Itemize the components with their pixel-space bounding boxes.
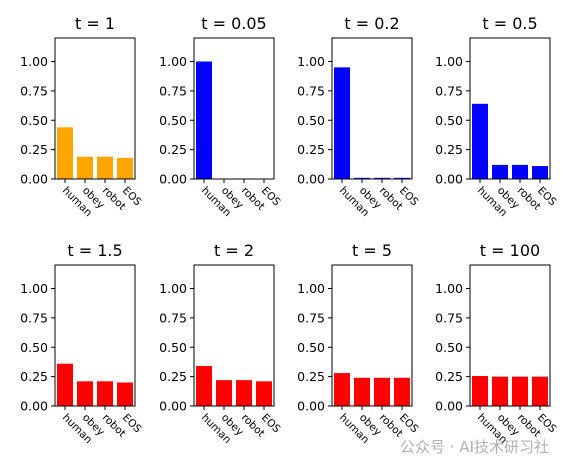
y-tick-label: 1.00 xyxy=(297,54,325,69)
bar-obey xyxy=(492,164,508,179)
bar-obey xyxy=(354,177,370,179)
bar-obey xyxy=(354,377,370,406)
axes-frame xyxy=(54,37,136,180)
y-tick-label: 0.50 xyxy=(297,113,325,128)
bar-EOS xyxy=(256,381,272,406)
subplot-title: t = 1 xyxy=(75,14,115,33)
y-tick-label: 0.00 xyxy=(435,399,463,414)
subplot-title: t = 0.2 xyxy=(344,14,399,33)
subplot-7: t = 50.000.250.500.751.00humanobeyrobotE… xyxy=(297,241,421,446)
subplot-8: t = 1000.000.250.500.751.00humanobeyrobo… xyxy=(435,241,559,446)
subplot-4: t = 0.50.000.250.500.751.00humanobeyrobo… xyxy=(435,14,559,219)
y-tick-label: 0.50 xyxy=(297,340,325,355)
bar-obey xyxy=(77,156,93,179)
bar-EOS xyxy=(117,382,133,406)
axes-frame xyxy=(193,264,275,407)
y-tick-label: 1.00 xyxy=(435,54,463,69)
y-tick-label: 0.50 xyxy=(435,340,463,355)
y-tick-label: 0.75 xyxy=(20,310,48,325)
bar-robot xyxy=(374,377,390,406)
axes-frame xyxy=(331,37,413,180)
subplot-title: t = 5 xyxy=(352,241,392,260)
axes-frame xyxy=(54,264,136,407)
y-tick-label: 0.00 xyxy=(159,399,187,414)
axes-frame xyxy=(193,37,275,180)
y-tick-label: 0.75 xyxy=(435,83,463,98)
bar-EOS xyxy=(117,157,133,179)
bar-robot xyxy=(512,376,528,406)
y-tick-label: 0.25 xyxy=(297,142,325,157)
y-tick-label: 1.00 xyxy=(20,54,48,69)
axes-frame xyxy=(331,264,413,407)
y-tick-label: 0.75 xyxy=(297,310,325,325)
bar-human xyxy=(57,127,73,179)
y-tick-label: 1.00 xyxy=(297,281,325,296)
y-tick-label: 1.00 xyxy=(435,281,463,296)
y-tick-label: 0.00 xyxy=(159,172,187,187)
subplot-3: t = 0.20.000.250.500.751.00humanobeyrobo… xyxy=(297,14,421,219)
y-tick-label: 0.50 xyxy=(20,113,48,128)
y-tick-label: 0.00 xyxy=(20,399,48,414)
y-tick-label: 1.00 xyxy=(159,54,187,69)
bar-robot xyxy=(97,156,113,179)
subplot-1: t = 10.000.250.500.751.00humanobeyrobotE… xyxy=(20,14,144,219)
subplot-title: t = 100 xyxy=(480,241,540,260)
y-tick-label: 0.75 xyxy=(435,310,463,325)
watermark: 公众号 · AI技术研习社 xyxy=(400,438,549,456)
y-tick-label: 0.25 xyxy=(297,369,325,384)
y-tick-label: 0.75 xyxy=(159,83,187,98)
bar-EOS xyxy=(394,377,410,406)
bar-human xyxy=(334,67,350,179)
subplot-title: t = 0.5 xyxy=(482,14,537,33)
bar-obey xyxy=(492,376,508,406)
y-tick-label: 0.25 xyxy=(435,369,463,384)
y-tick-label: 1.00 xyxy=(20,281,48,296)
y-tick-label: 0.50 xyxy=(435,113,463,128)
y-tick-label: 0.25 xyxy=(159,369,187,384)
y-tick-label: 0.50 xyxy=(20,340,48,355)
y-tick-label: 0.25 xyxy=(20,142,48,157)
subplot-2: t = 0.050.000.250.500.751.00humanobeyrob… xyxy=(159,14,283,219)
y-tick-label: 1.00 xyxy=(159,281,187,296)
axes-frame xyxy=(469,264,551,407)
axes-frame xyxy=(469,37,551,180)
y-tick-label: 0.75 xyxy=(297,83,325,98)
y-tick-label: 0.00 xyxy=(297,399,325,414)
y-tick-label: 0.25 xyxy=(435,142,463,157)
y-tick-label: 0.75 xyxy=(159,310,187,325)
bar-human xyxy=(472,376,488,406)
bar-human xyxy=(196,61,212,179)
bar-robot xyxy=(512,164,528,179)
bar-human xyxy=(472,103,488,179)
y-tick-label: 0.25 xyxy=(20,369,48,384)
bar-obey xyxy=(77,381,93,406)
subplot-5: t = 1.50.000.250.500.751.00humanobeyrobo… xyxy=(20,241,144,446)
bar-robot xyxy=(236,380,252,406)
bar-obey xyxy=(216,380,232,406)
y-tick-label: 0.00 xyxy=(435,172,463,187)
y-tick-label: 0.50 xyxy=(159,340,187,355)
subplot-title: t = 0.05 xyxy=(201,14,266,33)
bar-robot xyxy=(97,381,113,406)
y-tick-label: 0.00 xyxy=(20,172,48,187)
y-tick-label: 0.25 xyxy=(159,142,187,157)
y-tick-label: 0.50 xyxy=(159,113,187,128)
bar-robot xyxy=(374,177,390,179)
subplot-title: t = 2 xyxy=(214,241,254,260)
bar-human xyxy=(57,363,73,406)
bar-human xyxy=(334,373,350,406)
bar-EOS xyxy=(532,166,548,179)
y-tick-label: 0.75 xyxy=(20,83,48,98)
subplot-6: t = 20.000.250.500.751.00humanobeyrobotE… xyxy=(159,241,283,446)
bar-human xyxy=(196,366,212,406)
subplot-title: t = 1.5 xyxy=(67,241,122,260)
bar-EOS xyxy=(394,177,410,179)
bar-EOS xyxy=(532,376,548,406)
y-tick-label: 0.00 xyxy=(297,172,325,187)
